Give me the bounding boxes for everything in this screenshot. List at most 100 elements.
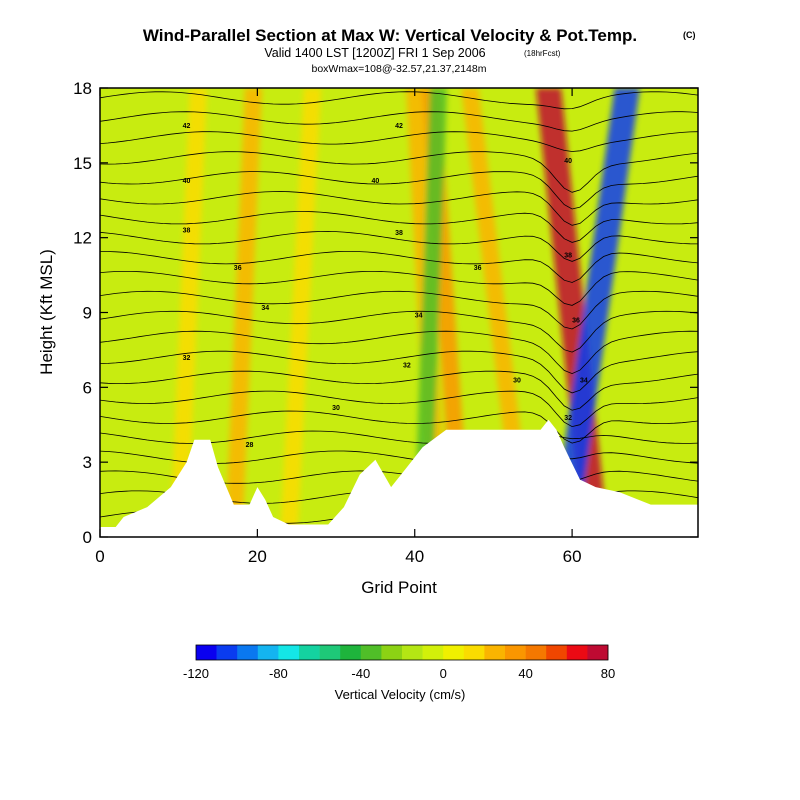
downdraft-band-0 [551,88,640,537]
y-tick-label-3: 9 [83,304,92,323]
chart-title: Wind-Parallel Section at Max W: Vertical… [143,26,637,45]
x-axis: 0 20 40 60 [95,88,582,566]
theta-label-3: 40 [371,178,379,185]
colorbar-tick-5: 80 [601,666,615,681]
max-w-info: boxWmax=108@-32.57,21.37,2148m [312,63,487,75]
colorbar-swatch-0 [196,645,217,660]
colorbar-tick-0: -120 [183,666,209,681]
colorbar-swatch-18 [566,645,588,660]
theta-label-2: 40 [183,178,191,185]
downdraft-band-1 [413,88,447,537]
svg-text:40: 40 [564,158,572,165]
theta-contour-5 [100,410,698,444]
colorbar-swatch-11 [422,645,444,660]
y-tick-label-4: 12 [73,229,92,248]
svg-text:38: 38 [564,253,572,260]
svg-text:36: 36 [234,265,242,272]
updraft-band-1 [225,88,263,537]
colorbar-swatch-16 [525,645,547,660]
theta-contour-labels: 42 42 40 40 40 38 38 38 36 36 34 34 36 32 32 30 34 30 28 32 [183,123,588,449]
colorbar-swatch-12 [443,645,465,660]
updraft-band-5 [461,88,534,537]
svg-text:40: 40 [183,178,191,185]
theta-contour-14 [100,230,698,262]
theta-label-17: 30 [332,405,340,412]
theta-label-12: 36 [572,317,580,324]
svg-text:30: 30 [332,405,340,412]
colorbar-tick-1: -80 [269,666,288,681]
plot-area: 42 42 40 40 40 38 38 38 36 36 34 34 36 32 32 30 34 30 28 32 [100,88,698,537]
title-tag: (C) [683,30,696,40]
y-tick-label-5: 15 [73,154,92,173]
x-tick-label-1: 20 [248,547,267,566]
theta-label-1: 42 [395,123,403,130]
colorbar-tick-2: -40 [351,666,370,681]
svg-text:30: 30 [513,377,521,384]
x-tick-label-2: 40 [405,547,424,566]
theta-label-4: 40 [564,158,572,165]
y-tick-label-2: 6 [83,378,92,397]
colorbar-swatch-8 [360,645,382,660]
forecast-tag: (18hrFcst) [524,49,561,58]
x-axis-label: Grid Point [361,578,437,597]
y-tick-label-6: 18 [73,79,92,98]
svg-text:38: 38 [183,228,191,235]
colorbar-swatch-14 [484,645,506,660]
svg-text:32: 32 [564,415,572,422]
svg-text:34: 34 [415,312,423,319]
colorbar-swatch-4 [278,645,300,660]
theta-contour-10 [100,310,698,353]
theta-contour-19 [100,131,698,152]
y-tick-label-1: 3 [83,453,92,472]
theta-contour-12 [100,271,698,306]
updraft-band-2 [280,88,322,537]
colorbar-swatch-10 [402,645,423,660]
colorbar-swatch-2 [237,645,259,660]
svg-text:38: 38 [395,230,403,237]
svg-text:40: 40 [371,178,379,185]
colorbar-swatch-6 [319,645,341,660]
colorbar-tick-4: 40 [518,666,532,681]
theta-contour-15 [100,211,698,243]
svg-text:36: 36 [572,317,580,324]
velocity-bands [170,88,640,537]
theta-contour-17 [100,171,698,210]
theta-label-16: 34 [580,377,588,384]
theta-label-5: 38 [183,228,191,235]
theta-label-19: 32 [564,415,572,422]
colorbar: -120 -80 -40 0 40 80 [183,644,615,681]
svg-text:42: 42 [395,123,403,130]
theta-label-9: 36 [474,265,482,272]
theta-label-7: 38 [564,253,572,260]
x-tick-label-0: 0 [95,547,104,566]
y-tick-label-0: 0 [83,528,92,547]
theta-label-18: 28 [246,442,254,449]
colorbar-swatch-7 [340,645,362,660]
colorbar-swatch-5 [299,645,320,660]
theta-contour-6 [100,390,698,428]
theta-contour-13 [100,251,698,283]
terrain-mask [100,419,698,537]
theta-contour-18 [100,151,698,193]
svg-text:42: 42 [183,123,191,130]
theta-label-0: 42 [183,123,191,130]
x-tick-label-3: 60 [563,547,582,566]
svg-text:34: 34 [580,377,588,384]
theta-label-8: 36 [234,265,242,272]
chart-subtitle: Valid 1400 LST [1200Z] FRI 1 Sep 2006 [264,46,485,60]
theta-contour-20 [100,111,698,132]
svg-text:32: 32 [403,362,411,369]
svg-text:34: 34 [261,305,269,312]
theta-contour-16 [100,191,698,226]
colorbar-swatch-9 [381,645,403,660]
theta-label-11: 34 [415,312,423,319]
svg-text:32: 32 [183,355,191,362]
colorbar-swatch-1 [216,645,238,660]
colorbar-swatch-13 [463,645,485,660]
colorbar-swatch-3 [257,645,279,660]
theta-label-14: 32 [403,362,411,369]
colorbar-label: Vertical Velocity (cm/s) [335,687,466,702]
theta-contour-9 [100,330,698,375]
theta-label-15: 30 [513,377,521,384]
